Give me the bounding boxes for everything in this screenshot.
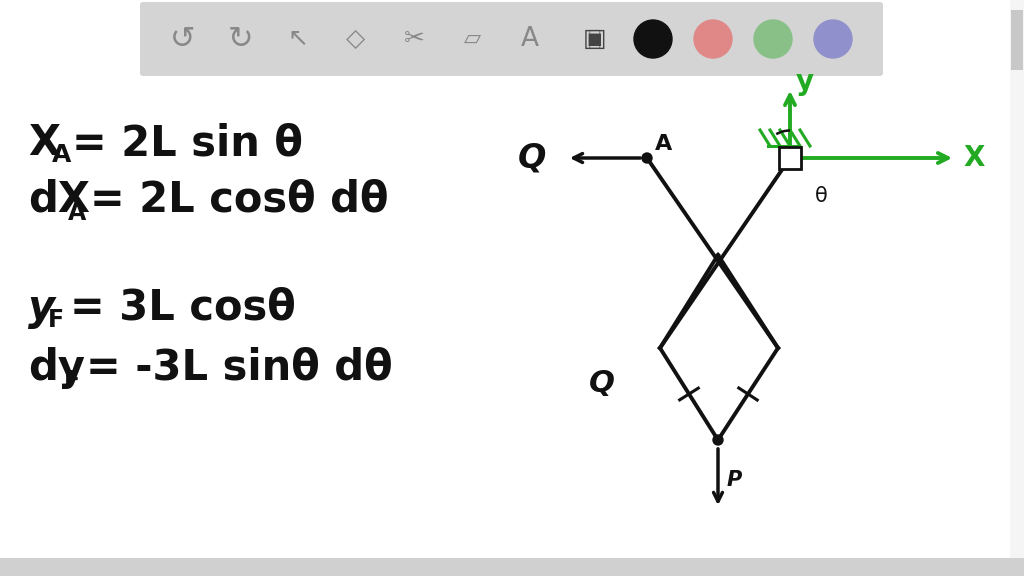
Text: F: F — [63, 369, 80, 393]
Text: = 2L sin θ: = 2L sin θ — [72, 122, 303, 164]
Text: X: X — [28, 122, 60, 164]
FancyBboxPatch shape — [140, 2, 883, 76]
Text: ✂: ✂ — [403, 27, 425, 51]
Text: ↺: ↺ — [170, 25, 196, 54]
Bar — [0, 558, 1024, 576]
Text: = -3L sinθ dθ: = -3L sinθ dθ — [86, 347, 392, 389]
Text: ↻: ↻ — [227, 25, 253, 54]
Text: P: P — [727, 470, 742, 490]
Text: Q: Q — [518, 142, 546, 175]
Text: A: A — [68, 201, 86, 225]
Text: A: A — [521, 26, 539, 52]
Text: dX: dX — [28, 179, 90, 221]
Text: = 3L cosθ: = 3L cosθ — [70, 287, 296, 329]
Text: ◇: ◇ — [346, 27, 366, 51]
Bar — [1011, 10, 1023, 70]
Text: = 2L cosθ dθ: = 2L cosθ dθ — [90, 179, 388, 221]
Text: dy: dy — [28, 347, 85, 389]
Text: θ: θ — [815, 186, 827, 206]
Text: F: F — [48, 308, 65, 332]
Text: X: X — [963, 144, 984, 172]
Bar — [779, 147, 801, 169]
Text: y: y — [28, 287, 55, 329]
Text: ▣: ▣ — [584, 27, 607, 51]
Text: Q: Q — [589, 369, 615, 399]
Bar — [1010, 0, 1024, 558]
Text: A: A — [52, 143, 72, 167]
Text: A: A — [655, 134, 672, 154]
Text: ⬜: ⬜ — [589, 29, 602, 49]
Circle shape — [634, 20, 672, 58]
Circle shape — [694, 20, 732, 58]
Text: y: y — [796, 68, 814, 96]
Circle shape — [713, 435, 723, 445]
Circle shape — [642, 153, 652, 163]
Circle shape — [754, 20, 792, 58]
Text: ▱: ▱ — [464, 29, 480, 49]
Circle shape — [814, 20, 852, 58]
Text: ↖: ↖ — [288, 27, 308, 51]
